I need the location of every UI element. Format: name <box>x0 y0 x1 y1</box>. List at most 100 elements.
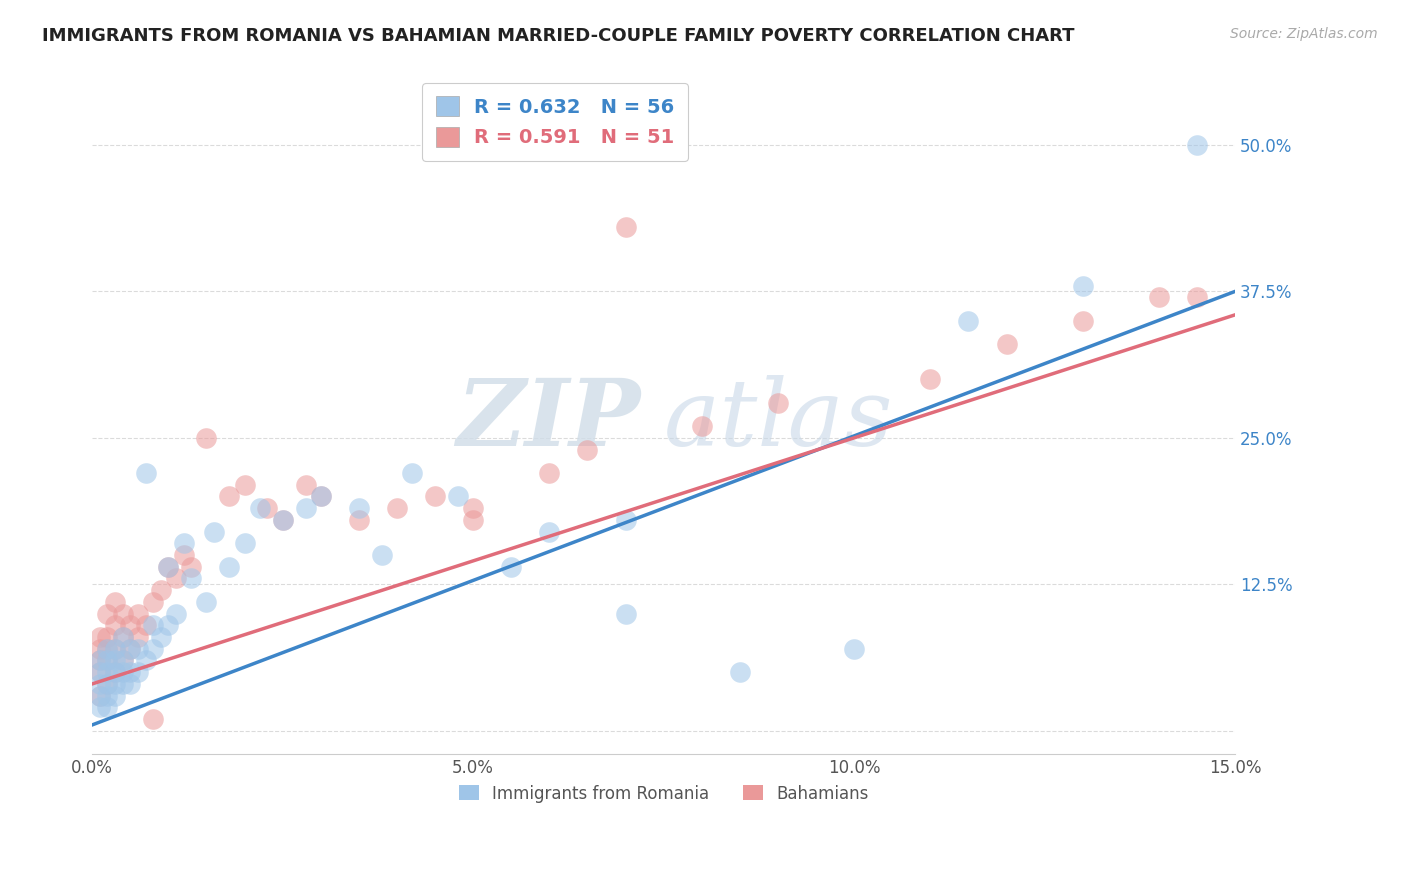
Point <box>89 653 111 667</box>
Point <box>96 700 118 714</box>
Point <box>233 477 256 491</box>
Point <box>96 689 118 703</box>
Point <box>233 536 256 550</box>
Point <box>127 630 149 644</box>
Point <box>111 630 134 644</box>
Point <box>111 677 134 691</box>
Point <box>89 677 111 691</box>
Point <box>920 372 942 386</box>
Point <box>96 607 118 621</box>
Point <box>463 501 485 516</box>
Point <box>271 513 294 527</box>
Point <box>104 689 127 703</box>
Point <box>614 513 637 527</box>
Point <box>614 607 637 621</box>
Point <box>256 501 278 516</box>
Point <box>111 607 134 621</box>
Point <box>180 559 202 574</box>
Point <box>89 665 111 680</box>
Point <box>271 513 294 527</box>
Point <box>89 700 111 714</box>
Point <box>576 442 599 457</box>
Point <box>149 630 172 644</box>
Point <box>96 653 118 667</box>
Point <box>142 618 165 632</box>
Point <box>120 641 142 656</box>
Point <box>104 677 127 691</box>
Point <box>766 395 789 409</box>
Point <box>96 641 118 656</box>
Point <box>127 641 149 656</box>
Point <box>96 677 118 691</box>
Point <box>309 490 332 504</box>
Point <box>842 641 865 656</box>
Point <box>202 524 225 539</box>
Point <box>195 431 218 445</box>
Point <box>294 501 316 516</box>
Point <box>96 641 118 656</box>
Point <box>96 665 118 680</box>
Legend: Immigrants from Romania, Bahamians: Immigrants from Romania, Bahamians <box>449 774 879 813</box>
Point <box>104 618 127 632</box>
Point <box>218 559 240 574</box>
Point <box>120 677 142 691</box>
Point <box>111 630 134 644</box>
Point <box>142 595 165 609</box>
Point <box>173 548 195 562</box>
Point <box>347 513 370 527</box>
Point <box>89 665 111 680</box>
Point <box>157 559 180 574</box>
Point <box>165 571 187 585</box>
Point <box>89 641 111 656</box>
Point <box>1147 290 1170 304</box>
Point <box>96 677 118 691</box>
Point <box>995 337 1018 351</box>
Point <box>463 513 485 527</box>
Point <box>157 618 180 632</box>
Point <box>690 419 713 434</box>
Point <box>385 501 408 516</box>
Point <box>134 618 156 632</box>
Point <box>173 536 195 550</box>
Point <box>538 524 561 539</box>
Point <box>89 653 111 667</box>
Point <box>180 571 202 585</box>
Point <box>127 607 149 621</box>
Text: ZIP: ZIP <box>457 376 641 466</box>
Point <box>157 559 180 574</box>
Point <box>447 490 470 504</box>
Point <box>195 595 218 609</box>
Point <box>111 653 134 667</box>
Point <box>104 665 127 680</box>
Point <box>347 501 370 516</box>
Point <box>120 618 142 632</box>
Point <box>111 665 134 680</box>
Point <box>142 712 165 726</box>
Point <box>538 466 561 480</box>
Point <box>134 466 156 480</box>
Point <box>1071 278 1094 293</box>
Point <box>89 689 111 703</box>
Point <box>218 490 240 504</box>
Point <box>501 559 523 574</box>
Point <box>1185 137 1208 152</box>
Point <box>294 477 316 491</box>
Point <box>142 641 165 656</box>
Text: IMMIGRANTS FROM ROMANIA VS BAHAMIAN MARRIED-COUPLE FAMILY POVERTY CORRELATION CH: IMMIGRANTS FROM ROMANIA VS BAHAMIAN MARR… <box>42 27 1074 45</box>
Point <box>127 665 149 680</box>
Point <box>96 630 118 644</box>
Text: atlas: atlas <box>664 376 893 466</box>
Point <box>423 490 446 504</box>
Point <box>120 641 142 656</box>
Point <box>89 630 111 644</box>
Point <box>370 548 392 562</box>
Point <box>728 665 751 680</box>
Point <box>120 665 142 680</box>
Point <box>614 219 637 234</box>
Point <box>111 653 134 667</box>
Point <box>309 490 332 504</box>
Point <box>1185 290 1208 304</box>
Point <box>104 641 127 656</box>
Point <box>104 595 127 609</box>
Point <box>96 653 118 667</box>
